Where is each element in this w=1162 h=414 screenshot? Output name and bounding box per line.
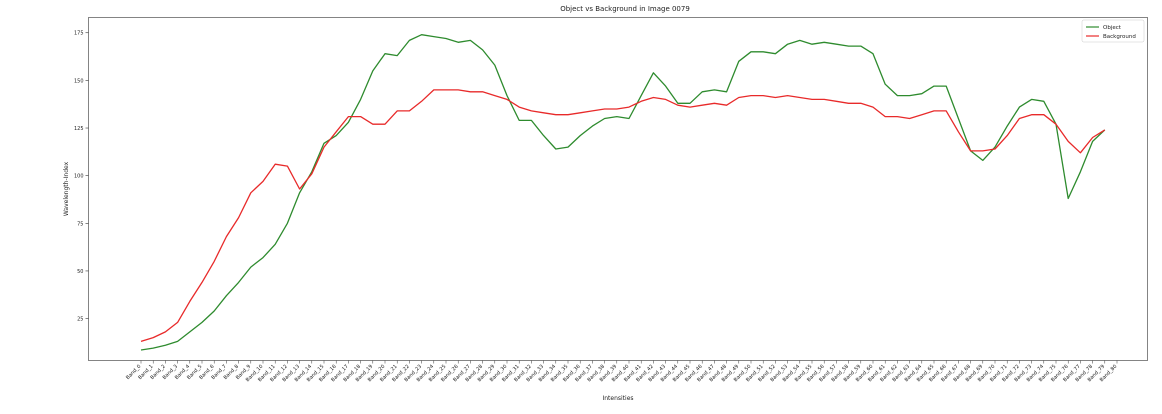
series-lines — [140, 34, 1106, 351]
y-tick-label: 50 — [77, 269, 83, 275]
y-axis-label: Wavelength-Index — [63, 161, 70, 216]
series-line-background — [140, 89, 1106, 343]
x-axis-label: Intensities — [602, 395, 633, 402]
y-tick-label: 175 — [74, 31, 84, 37]
plot-area — [88, 17, 1148, 361]
chart-title: Object vs Background in Image 0079 — [560, 5, 690, 13]
x-axis: Band_0Band_1Band_2Band_3Band_4Band_5Band… — [125, 360, 1118, 383]
y-tick-label: 75 — [77, 221, 83, 227]
legend-background-label: Background — [1103, 34, 1136, 40]
y-axis: 25 50 75 100 125 150 175 — [74, 31, 89, 323]
y-tick-label: 100 — [74, 174, 84, 180]
y-tick-label: 25 — [77, 317, 83, 323]
y-tick-label: 125 — [74, 126, 84, 132]
legend: Object Background — [1081, 19, 1145, 43]
y-tick-label: 150 — [74, 78, 84, 84]
series-line-object — [140, 34, 1106, 351]
legend-object-label: Object — [1103, 25, 1122, 31]
